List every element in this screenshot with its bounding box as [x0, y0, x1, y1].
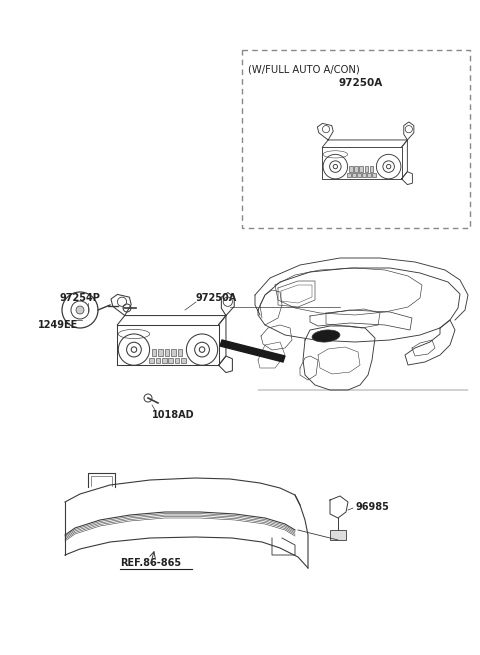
Bar — [156, 358, 160, 364]
Text: (W/FULL AUTO A/CON): (W/FULL AUTO A/CON) — [248, 64, 360, 74]
Bar — [168, 358, 173, 364]
Bar — [158, 348, 163, 356]
Text: 96985: 96985 — [355, 502, 389, 512]
Bar — [372, 173, 376, 178]
Bar — [162, 358, 167, 364]
Bar — [178, 348, 182, 356]
Text: 1018AD: 1018AD — [152, 410, 194, 420]
Text: 97250A: 97250A — [338, 78, 383, 88]
Ellipse shape — [312, 330, 340, 342]
Bar — [354, 166, 358, 172]
Bar — [242, 50, 470, 228]
Text: REF.86-865: REF.86-865 — [120, 558, 181, 568]
Bar — [165, 348, 169, 356]
Bar — [349, 166, 353, 172]
Bar — [362, 173, 366, 178]
Text: 97254P: 97254P — [60, 293, 101, 303]
Bar — [367, 173, 371, 178]
Bar — [149, 358, 154, 364]
Bar — [357, 173, 361, 178]
Bar — [360, 166, 363, 172]
Bar — [364, 166, 368, 172]
Circle shape — [76, 306, 84, 314]
Polygon shape — [220, 340, 285, 362]
Bar — [352, 173, 356, 178]
Bar — [175, 358, 180, 364]
Text: 1249EE: 1249EE — [38, 320, 78, 330]
Text: 97250A: 97250A — [196, 293, 237, 303]
Bar — [152, 348, 156, 356]
Bar — [330, 530, 346, 540]
Bar — [347, 173, 351, 178]
Bar — [181, 358, 186, 364]
Bar — [370, 166, 373, 172]
Bar — [171, 348, 176, 356]
